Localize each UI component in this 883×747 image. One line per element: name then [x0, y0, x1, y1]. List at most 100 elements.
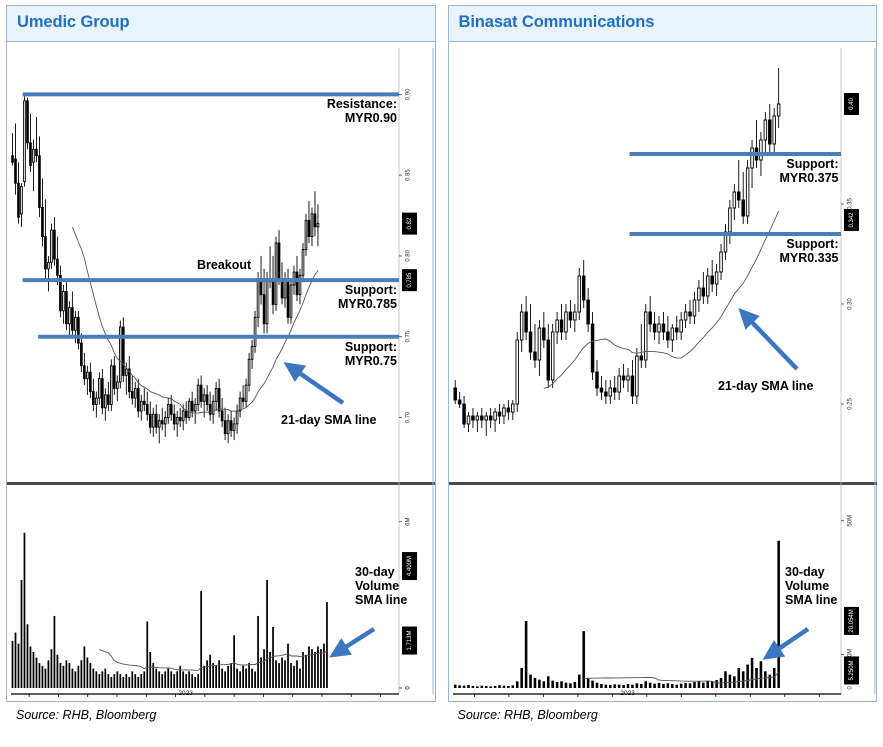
candle-body: [107, 394, 110, 405]
price-highlight-box: [402, 212, 417, 235]
candle-body: [572, 311, 577, 321]
candle-body: [647, 311, 652, 325]
candle-body: [127, 368, 131, 393]
candle-body: [678, 319, 683, 333]
candle-body: [148, 413, 152, 428]
volume-bar: [83, 646, 86, 688]
candle-body: [262, 294, 266, 325]
panel-binasat-title: Binasat Communications: [448, 6, 876, 42]
volume-highlight-label: 4.400M: [407, 556, 413, 576]
pane-separator: [7, 482, 435, 485]
volume-bar: [101, 671, 104, 688]
volume-bar: [750, 657, 753, 688]
candle-body: [298, 274, 302, 296]
candle-body: [665, 331, 670, 341]
price-tick-label: 0.35: [847, 198, 853, 210]
volume-bar: [728, 674, 731, 688]
candle-body: [732, 191, 736, 209]
volume-bar: [98, 674, 101, 688]
volume-bar: [143, 671, 146, 688]
volume-bar: [692, 681, 696, 688]
x-tick-label: Jul 31: [670, 700, 688, 701]
volume-bar: [767, 674, 771, 688]
candle-body: [65, 291, 68, 325]
candle-body: [559, 319, 563, 333]
candle-body: [749, 147, 754, 169]
candle-body: [32, 148, 35, 163]
candle-body: [56, 258, 59, 276]
volume-bar: [68, 663, 71, 688]
candle-body: [310, 213, 314, 237]
volume-highlight-box: [402, 552, 417, 581]
x-tick-label: Apr 14: [17, 700, 36, 701]
volume-bar: [688, 683, 691, 688]
candle-body: [501, 407, 506, 417]
candle-body: [625, 375, 630, 381]
volume-bar: [661, 683, 665, 688]
candle-body: [537, 327, 541, 361]
panel-binasat: Binasat Communications 0.35 0.30 0.25 0.40 0…: [442, 0, 883, 702]
volume-bar: [236, 668, 238, 688]
candle-body: [256, 278, 260, 318]
volume-bar: [155, 668, 158, 688]
volume-bar: [14, 632, 17, 688]
candle-body: [145, 404, 149, 415]
volume-bar: [511, 685, 514, 688]
volume-bar: [586, 677, 589, 688]
volume-bar: [41, 665, 44, 688]
volume-bar: [32, 651, 35, 688]
source-text-left: Source: RHB, Bloomberg: [16, 708, 157, 722]
candle-body: [701, 287, 705, 297]
volume-bar: [137, 676, 140, 688]
candle-body: [718, 251, 723, 273]
volume-bar: [65, 660, 68, 688]
x-tick-label: Sep 15: [771, 700, 791, 701]
candle-body: [238, 397, 242, 412]
volume-highlight-label: 1.713M: [407, 631, 413, 651]
volume-bar: [152, 663, 155, 688]
volume-bar: [296, 660, 298, 688]
panel-binasat-frame: Binasat Communications 0.35 0.30 0.25 0.40 0…: [447, 5, 877, 702]
volume-bar: [203, 665, 206, 688]
volume-bar: [104, 668, 107, 688]
volume-bar: [131, 671, 134, 688]
volume-series: [11, 532, 328, 688]
candle-body: [692, 299, 696, 317]
volume-highlight-box: [843, 606, 859, 635]
candle-body: [124, 368, 128, 376]
volume-bar: [577, 674, 581, 688]
candle-body: [286, 278, 290, 318]
candle-body: [160, 420, 164, 425]
volume-bar: [233, 635, 235, 688]
volume-highlight-box: [843, 656, 859, 685]
volume-bar: [134, 674, 137, 688]
volume-bar: [263, 649, 265, 688]
candle-body: [763, 119, 767, 141]
candle-body: [232, 423, 236, 431]
candle-body: [577, 275, 581, 313]
volume-bar: [293, 665, 295, 688]
x-tick-label: May 15: [495, 700, 515, 701]
volume-bar: [35, 657, 38, 688]
volume-bar: [621, 684, 625, 688]
candle-body: [492, 411, 497, 421]
candle-body: [550, 331, 554, 381]
candle-body: [639, 355, 643, 361]
volume-bar: [502, 685, 505, 688]
volume-bar: [119, 674, 122, 688]
candle-body: [670, 327, 674, 341]
candle-body: [241, 397, 245, 402]
volume-bar: [59, 663, 62, 688]
candle-body: [594, 371, 599, 389]
volume-bar: [110, 676, 113, 688]
candle-body: [461, 403, 466, 425]
volume-bar: [302, 651, 304, 688]
volume-bar: [38, 663, 41, 688]
volume-bar: [248, 663, 250, 688]
volume-bar: [80, 660, 83, 688]
candle-body: [190, 400, 194, 412]
volume-bar: [128, 676, 131, 688]
candle-body: [714, 271, 718, 285]
candle-body: [101, 378, 104, 409]
